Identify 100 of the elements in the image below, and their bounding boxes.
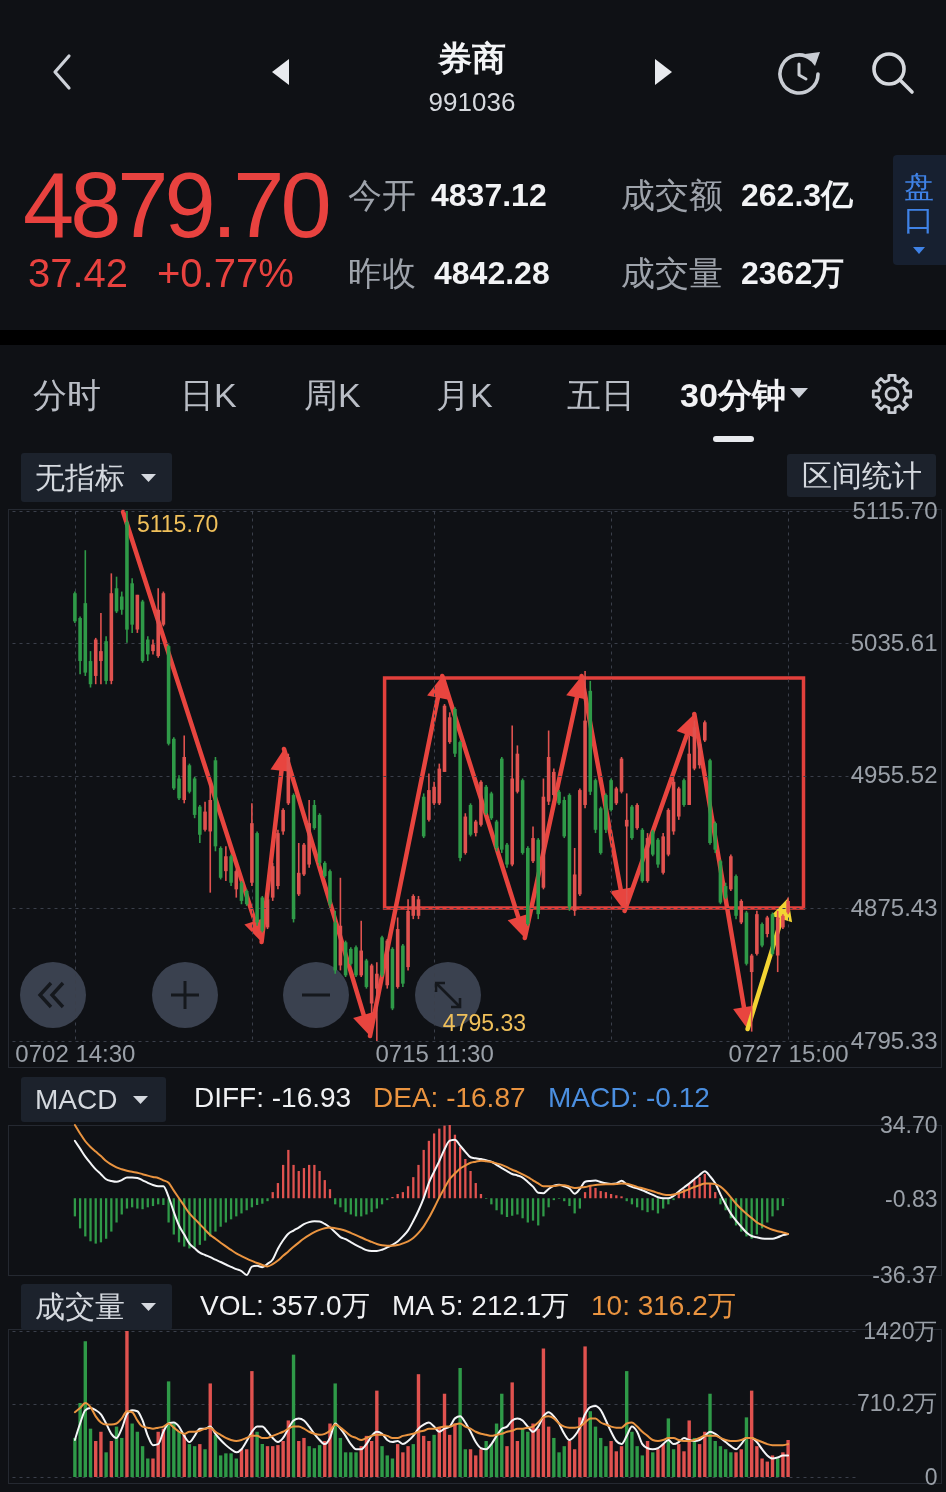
bar — [255, 1431, 259, 1477]
bar — [708, 1393, 712, 1477]
y-tick-label: 4955.52 — [850, 761, 938, 789]
text: 五日 — [567, 374, 635, 416]
bar — [318, 1171, 321, 1199]
bar — [453, 1423, 457, 1477]
bar — [125, 1331, 129, 1477]
candlestick — [531, 825, 535, 864]
bar — [167, 1198, 170, 1223]
y-tick-label: 34.70 — [879, 1111, 938, 1138]
bar — [568, 1198, 571, 1207]
bar — [531, 1423, 535, 1477]
bar — [136, 1198, 139, 1209]
candlestick — [703, 719, 707, 743]
text: 2362万 — [741, 253, 845, 293]
bar — [250, 1371, 254, 1477]
text: 4837.12 — [431, 175, 547, 215]
bar — [427, 1441, 431, 1477]
bar — [578, 1198, 582, 1209]
candlestick — [375, 961, 379, 1042]
bar — [729, 1452, 733, 1477]
candlestick — [765, 915, 770, 939]
text: 周K — [304, 374, 361, 416]
bar — [484, 1441, 488, 1477]
text: 今开 — [348, 174, 416, 216]
bar — [375, 1390, 379, 1477]
candlestick — [234, 868, 239, 899]
bar — [531, 1198, 535, 1221]
bar — [474, 1455, 478, 1477]
text: MACD: -0.12 — [548, 1081, 710, 1115]
bar — [214, 1198, 217, 1232]
bar — [646, 1198, 649, 1213]
candlestick — [281, 807, 285, 836]
bar — [240, 1198, 243, 1214]
line-series — [73, 1405, 790, 1460]
text: 月K — [436, 374, 493, 416]
bar — [365, 1198, 368, 1215]
bar — [193, 1198, 196, 1248]
text: 券商 — [438, 37, 506, 79]
bar — [344, 1198, 347, 1213]
bar — [495, 1198, 498, 1211]
bar — [333, 1383, 337, 1477]
annotation: 4795.33 — [442, 1010, 526, 1036]
text: 盘口 — [904, 170, 934, 236]
bar — [234, 1458, 238, 1477]
y-tick-label: -36.37 — [872, 1261, 938, 1288]
bar — [146, 1458, 150, 1477]
x-tick-label: 0727 15:00 — [728, 1039, 849, 1067]
bar — [292, 1164, 295, 1199]
text: VOL: 357.0万 — [200, 1289, 370, 1323]
y-tick-label: 4875.43 — [850, 893, 938, 921]
x-tick-label: 0702 14:30 — [15, 1039, 136, 1067]
bar — [162, 1198, 165, 1205]
bar — [526, 1431, 530, 1477]
bar — [516, 1198, 519, 1215]
annotation: 5115.70 — [136, 511, 219, 537]
text: 262.3亿 — [741, 175, 854, 215]
bar — [390, 1458, 395, 1477]
bar — [703, 1431, 707, 1477]
y-tick-label: 4795.33 — [850, 1026, 938, 1054]
bar — [719, 1198, 722, 1205]
candlestick — [635, 802, 639, 831]
bar — [115, 1198, 118, 1223]
bar — [614, 1451, 619, 1477]
chart-title: 无指标 — [35, 459, 125, 496]
bar — [302, 1437, 306, 1477]
bar — [490, 1198, 493, 1205]
bar — [547, 1198, 550, 1208]
text: 4842.28 — [434, 253, 550, 293]
line-series — [73, 1401, 790, 1447]
y-tick-label: 5115.70 — [852, 496, 938, 524]
bar — [307, 1446, 311, 1477]
bar — [313, 1164, 316, 1199]
text: 成交量 — [621, 252, 723, 294]
bar — [469, 1171, 472, 1199]
bar — [479, 1449, 483, 1477]
bar — [604, 1446, 608, 1477]
candlestick — [145, 635, 150, 662]
candlestick — [739, 898, 744, 925]
bar — [640, 1455, 645, 1477]
bar — [141, 1198, 144, 1210]
text: 991036 — [428, 87, 516, 119]
text: DIFF: -16.93 — [194, 1081, 352, 1115]
chart-title: 成交量 — [35, 1289, 125, 1325]
bar — [89, 1198, 92, 1242]
bar — [432, 1434, 436, 1477]
bar — [771, 1198, 774, 1217]
candlestick — [624, 792, 629, 906]
y-tick-label: 0 — [924, 1463, 938, 1490]
bar — [458, 1368, 462, 1477]
bar — [130, 1423, 134, 1477]
bar — [375, 1198, 378, 1209]
text: 分时 — [33, 374, 101, 416]
candlestick — [224, 845, 228, 882]
y-tick-label: 710.2万 — [856, 1390, 938, 1417]
text: 成交额 — [621, 174, 723, 216]
candlestick — [760, 921, 764, 949]
bar — [99, 1431, 103, 1477]
bar — [734, 1452, 738, 1477]
bar — [511, 1198, 514, 1216]
